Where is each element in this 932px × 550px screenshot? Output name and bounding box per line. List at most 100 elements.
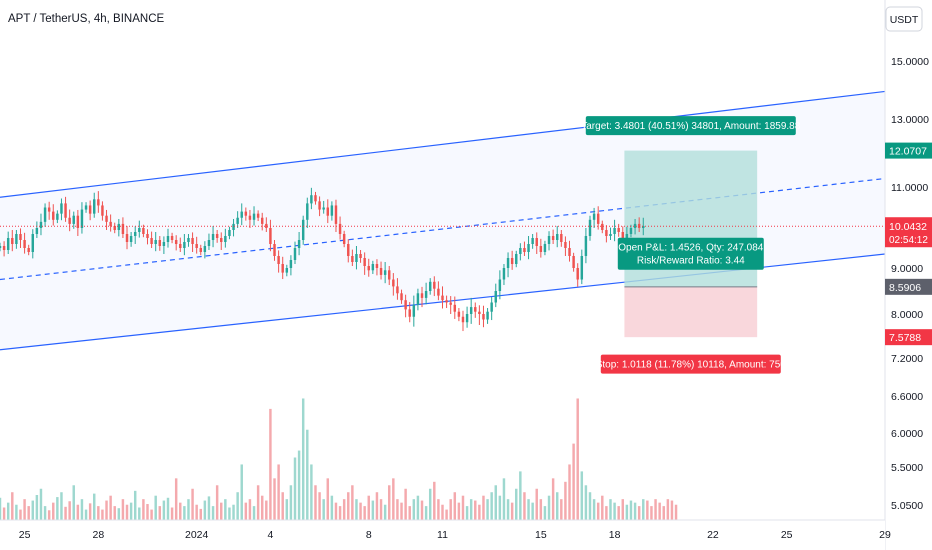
candle[interactable] (39, 213, 43, 236)
candle[interactable] (162, 236, 166, 254)
candle[interactable] (232, 218, 235, 237)
candle[interactable] (629, 224, 633, 238)
candle[interactable] (519, 243, 522, 261)
candle[interactable] (211, 225, 215, 248)
candle[interactable] (551, 229, 555, 244)
position-target-label[interactable]: Target: 3.4801 (40.51%) 34801, Amount: 1… (581, 116, 801, 136)
candle[interactable] (207, 233, 211, 250)
candle[interactable] (367, 258, 370, 277)
candle[interactable] (19, 228, 22, 248)
candle[interactable] (322, 200, 325, 214)
candle[interactable] (125, 225, 129, 250)
candle[interactable] (457, 308, 461, 322)
candle[interactable] (363, 252, 366, 275)
candle[interactable] (453, 296, 457, 319)
candle[interactable] (297, 232, 301, 256)
candle[interactable] (580, 249, 584, 285)
candle[interactable] (555, 225, 559, 248)
candle[interactable] (527, 236, 530, 260)
candle[interactable] (146, 229, 149, 245)
candle[interactable] (510, 250, 514, 270)
candle[interactable] (293, 241, 297, 264)
candle[interactable] (494, 283, 497, 308)
candle[interactable] (113, 222, 116, 234)
candle[interactable] (449, 296, 452, 314)
time-axis[interactable] (0, 520, 885, 550)
candle[interactable] (117, 218, 121, 237)
candle[interactable] (523, 241, 526, 256)
candle[interactable] (588, 215, 592, 241)
candle[interactable] (383, 262, 387, 284)
candle[interactable] (584, 228, 588, 264)
candle[interactable] (187, 234, 190, 247)
candle[interactable] (72, 211, 75, 229)
candle[interactable] (531, 234, 534, 249)
candle[interactable] (256, 210, 260, 222)
candle[interactable] (486, 308, 489, 324)
candle[interactable] (43, 203, 47, 227)
candle[interactable] (199, 244, 202, 256)
candle[interactable] (289, 255, 293, 276)
candle[interactable] (445, 295, 448, 309)
candle[interactable] (560, 230, 563, 247)
candle[interactable] (174, 235, 178, 251)
candle[interactable] (465, 306, 469, 328)
candle[interactable] (203, 241, 207, 259)
candle[interactable] (314, 191, 317, 205)
candle[interactable] (482, 305, 485, 328)
candle[interactable] (183, 234, 186, 256)
candle[interactable] (273, 240, 276, 261)
candle[interactable] (281, 256, 284, 280)
candle[interactable] (351, 249, 354, 266)
candle[interactable] (605, 225, 608, 243)
candle[interactable] (400, 289, 403, 304)
candle[interactable] (68, 209, 71, 232)
candle[interactable] (240, 203, 243, 226)
candle[interactable] (547, 231, 551, 251)
candle[interactable] (23, 232, 26, 254)
candle[interactable] (461, 310, 465, 332)
candle[interactable] (133, 226, 137, 244)
candle[interactable] (109, 214, 112, 232)
candle[interactable] (301, 215, 305, 245)
candle[interactable] (490, 296, 493, 321)
candle[interactable] (76, 209, 80, 236)
candle[interactable] (572, 252, 575, 272)
candle[interactable] (220, 232, 223, 250)
candle[interactable] (601, 220, 604, 234)
candle[interactable] (142, 224, 145, 238)
candle[interactable] (437, 281, 440, 301)
candle[interactable] (215, 230, 219, 243)
position-stop-label[interactable]: Stop: 1.0118 (11.78%) 10118, Amount: 750 (596, 354, 787, 374)
candle[interactable] (0, 242, 2, 252)
candle[interactable] (260, 212, 264, 231)
candle[interactable] (416, 288, 420, 311)
candle[interactable] (97, 191, 100, 213)
candle[interactable] (154, 232, 157, 252)
candle[interactable] (129, 232, 133, 247)
candle[interactable] (138, 220, 141, 238)
candle[interactable] (543, 240, 547, 256)
candle[interactable] (428, 278, 432, 295)
candle[interactable] (355, 246, 358, 270)
candle[interactable] (334, 199, 338, 232)
channel-upper-line[interactable] (0, 90, 886, 198)
candle[interactable] (613, 219, 616, 242)
candle[interactable] (84, 202, 88, 213)
candle[interactable] (404, 294, 407, 318)
candle[interactable] (2, 241, 6, 257)
candle[interactable] (88, 200, 92, 221)
candle[interactable] (228, 226, 231, 240)
candle[interactable] (469, 297, 473, 324)
candle[interactable] (539, 238, 543, 258)
candle[interactable] (642, 217, 645, 236)
candle[interactable] (633, 218, 637, 235)
candle[interactable] (11, 230, 14, 252)
candle[interactable] (27, 244, 30, 256)
candle[interactable] (170, 232, 174, 244)
candle[interactable] (179, 237, 182, 252)
candle[interactable] (80, 202, 84, 234)
candle[interactable] (121, 217, 125, 238)
candle[interactable] (158, 236, 162, 251)
candle[interactable] (535, 232, 538, 254)
